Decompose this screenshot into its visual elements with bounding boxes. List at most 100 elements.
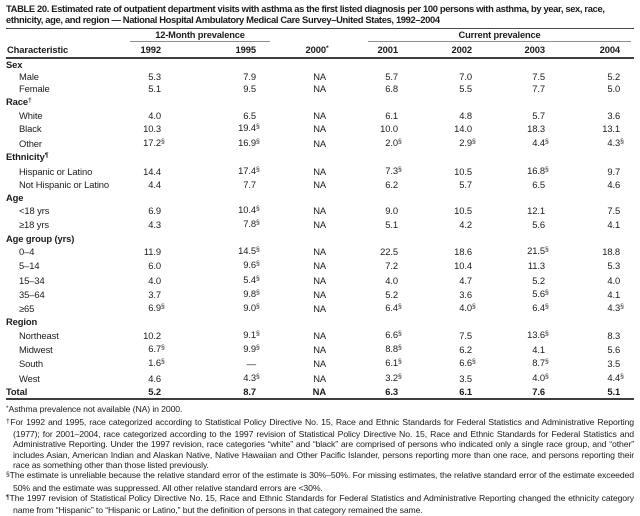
value-cell: 3.2§: [385, 371, 402, 383]
value-cell: [340, 316, 412, 328]
value-cell: 6.3: [385, 385, 399, 397]
column-header-year-2004: 2004: [599, 43, 621, 55]
table-row-sex: Sex: [6, 58, 634, 71]
value-cell: 6.6§: [459, 357, 476, 369]
value-cell: 5.1: [148, 83, 161, 95]
value-cell: 5.5: [459, 83, 473, 95]
value-cell: 3.6: [607, 110, 621, 121]
value-cell: [340, 233, 412, 245]
value-cell: 4.4§: [607, 371, 624, 383]
value-cell: [486, 192, 559, 204]
value-cell: 8.7§: [532, 357, 549, 369]
value-cell: 6.9: [148, 205, 161, 217]
row-label: Sex: [6, 58, 23, 70]
table-row-0-4: 0–4 11.9 14.5§ NA 22.5 18.6 21.5§ 18.8: [6, 245, 634, 259]
value-cell: [125, 96, 175, 110]
value-cell: 19.4§: [238, 122, 260, 134]
footnote-text: The 1997 revision of Statistical Policy …: [9, 492, 635, 516]
value-cell: 21.5§: [527, 244, 549, 256]
value-cell: 4.8: [459, 110, 473, 121]
value-cell: NA: [313, 358, 327, 370]
value-cell: 4.4: [148, 179, 161, 191]
value-cell: [486, 58, 559, 71]
value-cell: [486, 151, 559, 165]
value-cell: 16.8§: [527, 165, 549, 177]
table-row-5-14: 5–14 6.0 9.6§ NA 7.2 10.4 11.3 5.3: [6, 259, 634, 273]
column-group-row: 12-Month prevalence Current prevalence: [6, 28, 634, 42]
value-cell: NA: [313, 205, 327, 217]
value-cell: 6.5: [243, 110, 257, 121]
value-cell: 7.3§: [385, 165, 402, 177]
table-row-total: Total 5.2 8.7 NA 6.3 6.1 7.6 5.1: [6, 386, 634, 399]
table-row-white: White 4.0 6.5 NA 6.1 4.8 5.7 3.6: [6, 110, 634, 122]
value-cell: [559, 58, 634, 71]
value-cell: 4.6: [148, 372, 161, 384]
value-cell: [125, 316, 175, 328]
value-cell: 13.6§: [527, 328, 549, 340]
value-cell: [125, 233, 175, 245]
value-cell: 9.0: [385, 205, 399, 217]
value-cell: NA: [313, 219, 327, 231]
value-cell: 5.2: [532, 274, 546, 286]
value-cell: NA: [313, 303, 327, 315]
value-cell: [125, 58, 175, 71]
table-row-age: Age: [6, 192, 634, 204]
value-cell: 4.0: [607, 274, 621, 286]
footnote: ¶The 1997 revision of Statistical Policy…: [6, 493, 634, 516]
footnote: †For 1992 and 1995, race categorized acc…: [6, 417, 634, 471]
value-cell: [175, 151, 270, 165]
value-cell: [412, 233, 486, 245]
value-cell: NA: [313, 245, 327, 257]
value-cell: 3.7: [148, 288, 161, 300]
row-label: 5–14: [19, 260, 40, 272]
value-cell: NA: [313, 274, 327, 286]
value-cell: NA: [313, 329, 327, 341]
footnote-text: Asthma prevalence not available (NA) in …: [8, 404, 183, 415]
value-cell: 5.2: [607, 71, 621, 83]
table-row-black: Black 10.3 19.4§ NA 10.0 14.0 18.3 13.1: [6, 122, 634, 136]
table-row-65: ≥65 6.9§ 9.0§ NA 6.4§ 4.0§ 6.4§ 4.3§: [6, 302, 634, 316]
value-cell: [125, 192, 175, 204]
value-cell: 5.3: [148, 71, 161, 83]
value-cell: [412, 58, 486, 71]
footnote-marker: §: [6, 471, 10, 479]
table-row-not-hispanic-or-latino: Not Hispanic or Latino 4.4 7.7 NA 6.2 5.7 6.5 4…: [6, 179, 634, 191]
footnotes-block: *Asthma prevalence not available (NA) in…: [6, 404, 634, 515]
table-row-northeast: Northeast 10.2 9.1§ NA 6.6§ 7.5 13.6§ 8.3: [6, 329, 634, 343]
column-header-row: Characteristic 1992 1995 2000* 2001 2002 2003 2…: [6, 42, 634, 58]
table-row-race: Race†: [6, 96, 634, 110]
value-cell: 4.0: [148, 274, 161, 286]
value-cell: 5.7: [459, 179, 473, 191]
value-cell: [125, 151, 175, 165]
table-row-midwest: Midwest 6.7§ 9.9§ NA 8.8§ 6.2 4.1 5.6: [6, 343, 634, 357]
value-cell: 7.6: [532, 385, 546, 397]
value-cell: 9.5: [243, 83, 257, 95]
value-cell: [340, 151, 412, 165]
row-label: ≥65: [19, 303, 35, 315]
table-row-35-64: 35–64 3.7 9.8§ NA 5.2 3.6 5.6§ 4.1: [6, 288, 634, 302]
value-cell: [486, 233, 559, 245]
column-header-characteristic: Characteristic: [7, 43, 69, 55]
row-label: Midwest: [19, 344, 53, 356]
value-cell: 13.1: [602, 123, 621, 135]
value-cell: 5.4§: [243, 273, 260, 285]
value-cell: 7.2: [385, 260, 399, 272]
table-row-18-yrs: <18 yrs 6.9 10.4§ NA 9.0 10.5 12.1 7.5: [6, 204, 634, 218]
footnote-marker: ¶: [6, 493, 10, 501]
value-cell: 8.3: [607, 329, 621, 341]
value-cell: 3.5: [607, 358, 621, 370]
column-header-year-1995: 1995: [235, 43, 257, 55]
asthma-rates-table: 12-Month prevalence Current prevalence C…: [6, 27, 635, 401]
value-cell: NA: [313, 123, 327, 135]
value-cell: [412, 151, 486, 165]
value-cell: 4.3§: [607, 302, 624, 314]
row-label: ≥18 yrs: [19, 219, 49, 231]
row-label: Not Hispanic or Latino: [19, 179, 110, 191]
value-cell: NA: [313, 260, 327, 272]
value-cell: 10.4§: [238, 204, 260, 216]
value-cell: 16.9§: [238, 136, 260, 148]
table-row-west: West 4.6 4.3§ NA 3.2§ 3.5 4.0§ 4.4§: [6, 372, 634, 386]
value-cell: 7.5: [459, 329, 473, 341]
row-label: Black: [19, 123, 42, 135]
value-cell: [559, 233, 634, 245]
